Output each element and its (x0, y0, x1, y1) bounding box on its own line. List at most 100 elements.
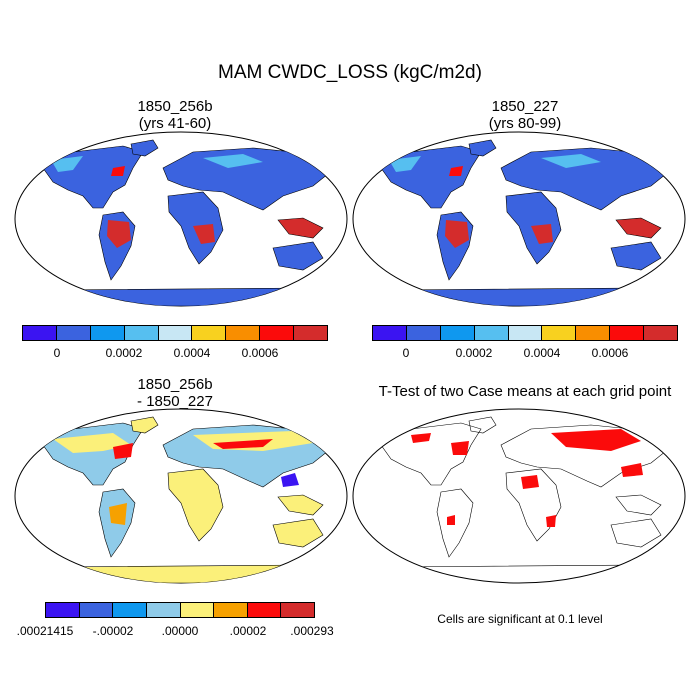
sig-na-east (451, 441, 469, 455)
panel-4-title-line1: T-Test of two Case means at each grid po… (378, 383, 672, 400)
map-panel-2 (352, 131, 686, 307)
map-4-land (360, 416, 682, 583)
colorbar-3-tick: .000293 (290, 624, 334, 638)
colorbar-2-tick: 0 (402, 346, 410, 360)
colorbar-3-cell (214, 603, 248, 617)
colorbar-2-cell (508, 326, 543, 340)
colorbar-1-tick: 0.0006 (241, 346, 279, 360)
africa (505, 468, 562, 542)
australia (610, 518, 662, 548)
sa-orange-patch (109, 503, 127, 525)
colorbar-3-cell (46, 603, 80, 617)
panel-1-title: 1850_256b (yrs 41-60) (50, 98, 300, 132)
colorbar-3-tick: .00002 (229, 624, 267, 638)
greenland (468, 416, 497, 434)
panel-3-title-line2: - 1850_227 (137, 393, 213, 410)
colorbar-2-cell (542, 326, 577, 340)
ttest-note: Cells are significant at 0.1 level (437, 612, 603, 626)
colorbar-3-tick: -.00002 (92, 624, 134, 638)
main-title: MAM CWDC_LOSS (kgC/m2d) (218, 62, 482, 83)
colorbar-1-cell (90, 326, 125, 340)
panel-1-title-line2: (yrs 41-60) (138, 115, 212, 132)
maritime-continent (615, 494, 662, 516)
colorbar-3-tick: .00021415 (16, 624, 74, 638)
colorbar-3-tick: .00000 (161, 624, 199, 638)
colorbar-2-tick: 0.0002 (455, 346, 493, 360)
colorbar-1-cell (226, 326, 261, 340)
panel-3-title: 1850_256b - 1850_227 (50, 376, 300, 410)
colorbar-1-cell (56, 326, 91, 340)
maritime-continent (277, 217, 324, 239)
north-america (380, 422, 482, 486)
colorbar-1-tick: 0.0004 (173, 346, 211, 360)
sig-asia-east (621, 463, 643, 477)
australia (272, 241, 324, 271)
eurasia-red-band (213, 439, 273, 449)
congo-hotspot (531, 224, 553, 244)
colorbar-3-cell (247, 603, 282, 617)
maritime-continent (277, 494, 324, 516)
colorbar-1-cell (158, 326, 193, 340)
colorbar-2-tick: 0.0006 (591, 346, 629, 360)
greenland (468, 139, 497, 157)
greenland (130, 416, 159, 434)
map-panel-1 (14, 131, 348, 307)
colorbar-1-cell (23, 326, 57, 340)
colorbar-3-cell (281, 603, 314, 617)
colorbar-1-cell (124, 326, 159, 340)
colorbar-3-cell (79, 603, 114, 617)
colorbar-2-cell (406, 326, 441, 340)
panel-2-title-line1: 1850_227 (491, 98, 559, 115)
sig-africa-south (546, 515, 556, 527)
sig-na-north (411, 433, 431, 443)
panel-2-title: 1850_227 (yrs 80-99) (400, 98, 650, 132)
colorbar-2-cell (474, 326, 509, 340)
colorbar-2-cell (644, 326, 678, 340)
australia (610, 241, 662, 271)
map-panel-4 (352, 408, 686, 584)
colorbar-1-tick: 0 (53, 346, 61, 360)
antarctica (22, 564, 344, 583)
colorbar-1-cell (192, 326, 227, 340)
sig-africa-west (521, 475, 539, 489)
colorbar-1-cell (294, 326, 328, 340)
antarctica (22, 287, 344, 306)
eurasia (162, 147, 334, 211)
sig-sa (447, 515, 455, 525)
colorbar-3-cell (113, 603, 147, 617)
asia-blue-patch (281, 473, 299, 487)
eurasia (500, 147, 672, 211)
colorbar-1-cell (260, 326, 295, 340)
panel-3-title-line1: 1850_256b (137, 376, 213, 393)
colorbar-1 (22, 325, 328, 341)
eurasia (500, 424, 672, 488)
congo-hotspot (193, 224, 215, 244)
map-panel-3 (14, 408, 348, 584)
na-east-hotspot (449, 166, 463, 176)
colorbar-2-cell (576, 326, 611, 340)
maritime-continent (615, 217, 662, 239)
amazon-hotspot (445, 220, 469, 248)
antarctica (360, 287, 682, 306)
sig-eurasia (551, 429, 641, 451)
na-east-hotspot (111, 166, 125, 176)
greenland (130, 139, 159, 157)
boreal-light-2 (541, 154, 601, 168)
colorbar-2 (372, 325, 678, 341)
panel-4-title: T-Test of two Case means at each grid po… (350, 383, 700, 400)
colorbar-2-cell (610, 326, 645, 340)
south-america (436, 488, 474, 558)
na-yellow-patch (53, 433, 131, 453)
panel-1-title-line1: 1850_256b (137, 98, 213, 115)
panel-2-title-line2: (yrs 80-99) (488, 115, 562, 132)
boreal-light-2 (203, 154, 263, 168)
australia (272, 518, 324, 548)
colorbar-2-cell (440, 326, 475, 340)
colorbar-3-cell (180, 603, 215, 617)
africa (167, 468, 224, 542)
amazon-hotspot (107, 220, 131, 248)
colorbar-3-cell (146, 603, 181, 617)
colorbar-2-tick: 0.0004 (523, 346, 561, 360)
colorbar-3 (45, 602, 315, 618)
colorbar-2-cell (373, 326, 407, 340)
